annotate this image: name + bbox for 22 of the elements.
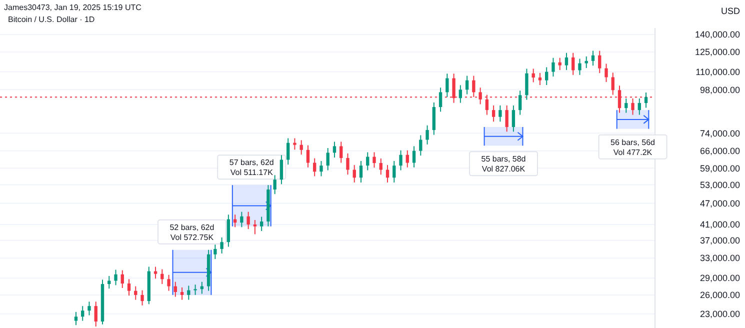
y-tick-label: 74,000.00 <box>700 128 740 138</box>
y-axis-title: USD <box>720 6 740 16</box>
y-tick-label: 59,000.00 <box>700 163 740 174</box>
y-tick-label: 41,000.00 <box>700 220 740 230</box>
y-tick-label: 23,000.00 <box>700 309 740 320</box>
annotation: 55 bars, 58d Vol 827.06K <box>481 154 526 174</box>
annotation: 52 bars, 62d Vol 572.75K <box>170 222 214 242</box>
y-tick-label: 110,000.00 <box>696 66 740 77</box>
chart-subtitle: James30473, Jan 19, 2025 15:19 UTC <box>4 3 142 12</box>
y-tick-label: 66,000.00 <box>700 146 740 156</box>
annotation: 57 bars, 62d Vol 511.17K <box>229 158 274 178</box>
y-tick-label: 125,000.00 <box>694 47 740 58</box>
y-tick-label: 33,000.00 <box>700 253 740 264</box>
y-tick-label: 26,000.00 <box>700 290 740 300</box>
y-tick-label: 47,000.00 <box>700 198 740 209</box>
y-tick-label: 98,000.00 <box>700 84 740 95</box>
y-tick-label: 37,000.00 <box>700 236 740 246</box>
chart-title: Bitcoin / U.S. Dollar · 1D <box>8 15 95 24</box>
y-tick-label: 53,000.00 <box>700 180 740 190</box>
y-tick-label: 140,000.00 <box>694 30 740 40</box>
y-tick-label: 29,000.00 <box>700 273 740 284</box>
annotation: 56 bars, 56d Vol 477.2K <box>610 138 656 157</box>
